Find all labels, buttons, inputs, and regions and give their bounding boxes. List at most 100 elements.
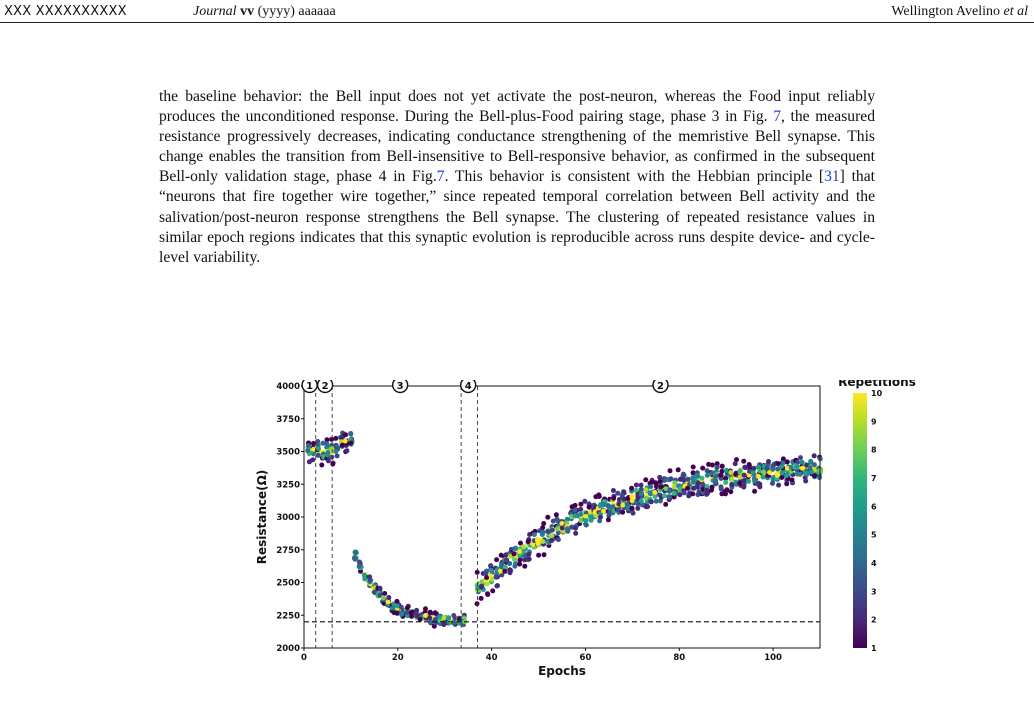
data-point — [348, 440, 354, 446]
data-point — [531, 532, 537, 538]
colorbar-tick-label: 1 — [871, 644, 877, 653]
data-point — [737, 474, 743, 480]
data-point — [666, 494, 672, 500]
data-point — [488, 567, 494, 573]
y-tick-label: 2000 — [276, 644, 300, 654]
data-point — [620, 502, 626, 508]
data-point — [344, 448, 350, 454]
colorbar-tick-label: 9 — [871, 417, 877, 426]
data-point — [572, 502, 578, 508]
data-point — [377, 585, 383, 591]
data-point — [694, 472, 700, 478]
colorbar-gradient — [853, 393, 867, 648]
data-point — [803, 470, 809, 476]
data-point — [757, 481, 763, 487]
data-point — [311, 441, 316, 446]
phase-marker: 2 — [316, 376, 334, 394]
data-point — [784, 465, 790, 471]
data-point — [605, 517, 611, 523]
data-point — [478, 595, 484, 601]
data-point — [324, 437, 330, 443]
data-point — [357, 559, 362, 565]
data-point — [333, 435, 339, 441]
data-point — [334, 453, 340, 459]
data-point — [616, 501, 622, 507]
data-point — [723, 467, 729, 473]
data-point — [675, 467, 681, 473]
data-point — [666, 488, 672, 494]
data-point — [348, 431, 354, 436]
x-tick-label: 100 — [764, 653, 782, 663]
data-point — [555, 530, 561, 536]
data-point — [746, 478, 751, 484]
data-point — [394, 603, 400, 609]
data-point — [648, 484, 654, 490]
data-point — [517, 557, 523, 563]
data-point — [652, 480, 658, 486]
data-point — [770, 480, 775, 486]
data-point — [572, 507, 578, 513]
data-point — [690, 470, 696, 476]
data-point — [680, 471, 686, 477]
data-point — [774, 472, 780, 478]
journal-citation: Journal vv (yyyy) aaaaaa — [193, 2, 336, 22]
x-tick-label: 60 — [580, 653, 592, 663]
data-point — [751, 465, 757, 471]
figure-ref-link[interactable]: 7 — [773, 108, 782, 126]
data-point — [624, 501, 630, 507]
data-point — [615, 507, 621, 513]
x-tick-label: 20 — [392, 653, 404, 663]
data-point — [315, 439, 321, 444]
data-point — [681, 490, 687, 496]
data-point — [525, 539, 531, 544]
plot-frame — [303, 385, 821, 649]
data-point — [362, 576, 368, 582]
y-tick-label: 3250 — [276, 480, 300, 490]
data-point — [729, 476, 735, 482]
author-name: Wellington Avelino — [891, 4, 1000, 19]
y-tick-label: 2750 — [276, 546, 300, 556]
data-point — [597, 518, 603, 524]
data-point — [479, 583, 485, 589]
author-etal: et al — [1003, 4, 1029, 19]
data-point — [795, 459, 801, 465]
data-point — [588, 514, 593, 520]
data-point — [565, 527, 571, 533]
data-point — [320, 440, 326, 446]
data-point — [638, 482, 644, 488]
data-point — [333, 448, 339, 454]
data-point — [441, 622, 447, 628]
citation-ref-link[interactable]: 31 — [824, 168, 840, 186]
data-point — [635, 501, 641, 507]
data-point — [776, 482, 782, 488]
data-point — [484, 575, 490, 580]
data-point — [605, 503, 611, 509]
data-point — [592, 509, 598, 515]
data-point — [305, 448, 311, 454]
data-point — [743, 465, 749, 471]
data-point — [549, 527, 555, 533]
phase-marker-label: 1 — [306, 381, 313, 392]
data-point — [494, 583, 500, 589]
data-point — [535, 537, 541, 543]
data-point — [695, 484, 701, 490]
colorbar-tick-label: 10 — [871, 389, 883, 398]
data-point — [620, 509, 626, 515]
data-point — [811, 453, 817, 459]
data-point — [728, 489, 734, 495]
data-point — [526, 551, 532, 557]
data-point — [789, 477, 795, 483]
data-point — [704, 472, 710, 478]
figure-ref-link[interactable]: 7 — [436, 168, 445, 186]
data-point — [714, 461, 720, 467]
data-point — [764, 465, 770, 471]
data-point — [564, 516, 570, 522]
data-point — [417, 616, 423, 622]
phase-marker: 2 — [652, 376, 669, 394]
data-point — [811, 462, 817, 468]
data-point — [779, 470, 785, 476]
data-point — [752, 478, 758, 484]
data-point — [601, 508, 607, 514]
data-point — [704, 468, 710, 474]
colorbar-tick-label: 2 — [871, 616, 877, 625]
